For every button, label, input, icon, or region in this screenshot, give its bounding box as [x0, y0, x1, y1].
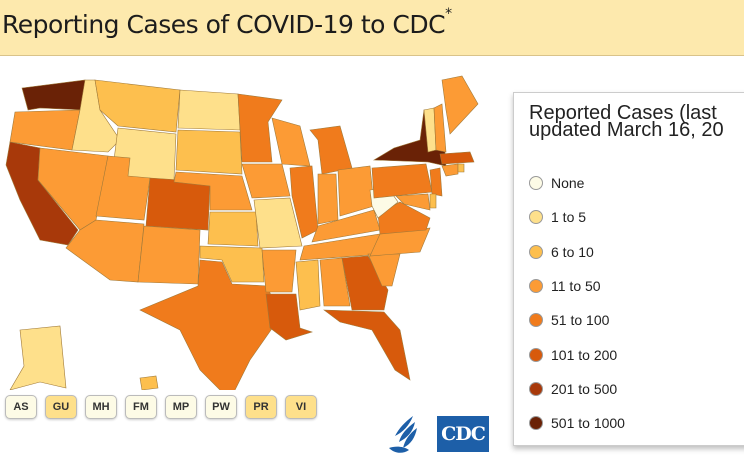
- legend-swatch: [529, 313, 543, 328]
- state-co[interactable]: [145, 177, 211, 231]
- territory-button-fm[interactable]: FM: [125, 395, 157, 419]
- state-wi[interactable]: [271, 117, 311, 167]
- legend-swatch: [529, 381, 543, 396]
- page-title-text: Reporting Cases of COVID-19 to CDC: [2, 10, 446, 39]
- state-fl[interactable]: [323, 309, 411, 381]
- state-ri[interactable]: [457, 163, 465, 173]
- territory-button-mh[interactable]: MH: [85, 395, 117, 419]
- legend-label: 51 to 100: [551, 312, 610, 329]
- state-ma[interactable]: [439, 151, 475, 165]
- state-ms[interactable]: [295, 259, 321, 311]
- state-md[interactable]: [395, 193, 431, 211]
- logos: CDC: [385, 412, 489, 456]
- legend-title-line2: updated March 16, 20: [529, 119, 724, 141]
- legend-label: 101 to 200: [551, 346, 618, 363]
- state-sd[interactable]: [175, 129, 243, 175]
- legend-panel: Reported Cases (last updated March 16, 2…: [513, 92, 744, 446]
- legend-item: 101 to 200: [529, 345, 617, 365]
- legend-item: 1 to 5: [529, 207, 586, 227]
- legend-label: None: [551, 175, 585, 191]
- territory-button-gu[interactable]: GU: [45, 395, 77, 419]
- state-oh[interactable]: [337, 165, 375, 217]
- territory-button-vi[interactable]: VI: [285, 395, 317, 419]
- page-header: Reporting Cases of COVID-19 to CDC*: [0, 0, 744, 56]
- legend-title: Reported Cases (last updated March 16, 2…: [529, 102, 724, 141]
- territory-button-pw[interactable]: PW: [205, 395, 237, 419]
- legend-swatch: [529, 210, 543, 225]
- legend-item: 51 to 100: [529, 310, 609, 330]
- state-nd[interactable]: [177, 89, 241, 131]
- state-al[interactable]: [319, 257, 351, 307]
- legend-label: 501 to 1000: [551, 415, 625, 432]
- cdc-logo: CDC: [437, 416, 489, 452]
- legend-label: 201 to 500: [551, 380, 618, 397]
- legend-label: 6 to 10: [551, 243, 594, 260]
- state-mo[interactable]: [253, 197, 303, 249]
- state-de[interactable]: [429, 193, 437, 209]
- state-ga[interactable]: [341, 255, 389, 311]
- state-ks[interactable]: [207, 211, 259, 247]
- state-ct[interactable]: [441, 163, 459, 177]
- territory-buttons: AS GU MH FM MP PW PR VI: [5, 395, 325, 419]
- state-ak[interactable]: [9, 325, 67, 390]
- state-il[interactable]: [289, 165, 319, 239]
- legend-title-line1: Reported Cases (last: [529, 102, 717, 124]
- legend-item: 11 to 50: [529, 276, 601, 296]
- legend-swatch: [529, 244, 543, 259]
- state-nh[interactable]: [433, 103, 447, 153]
- legend-swatch: [529, 176, 543, 190]
- hhs-eagle-icon: [389, 416, 417, 453]
- state-va[interactable]: [377, 201, 431, 235]
- territory-button-as[interactable]: AS: [5, 395, 37, 419]
- state-mn[interactable]: [237, 93, 283, 163]
- state-in[interactable]: [317, 173, 339, 225]
- state-la[interactable]: [265, 293, 313, 341]
- state-pa[interactable]: [371, 163, 433, 199]
- state-wa[interactable]: [21, 79, 86, 111]
- state-nj[interactable]: [429, 167, 443, 197]
- state-me[interactable]: [441, 75, 479, 135]
- territory-button-mp[interactable]: MP: [165, 395, 197, 419]
- legend-label: 11 to 50: [551, 277, 601, 294]
- state-ia[interactable]: [241, 163, 291, 199]
- legend-item: 201 to 500: [529, 379, 617, 399]
- legend-item: 501 to 1000: [529, 413, 625, 433]
- territory-button-pr[interactable]: PR: [245, 395, 277, 419]
- us-choropleth-map: [5, 75, 479, 390]
- state-tx[interactable]: [139, 259, 279, 390]
- legend-item: 6 to 10: [529, 242, 594, 262]
- state-az[interactable]: [65, 219, 145, 283]
- state-mt[interactable]: [94, 79, 181, 133]
- legend-swatch: [529, 416, 543, 431]
- state-ne[interactable]: [173, 171, 253, 211]
- legend-swatch: [529, 347, 543, 362]
- state-mi[interactable]: [309, 125, 353, 175]
- state-hi[interactable]: [139, 375, 159, 390]
- state-ar[interactable]: [261, 249, 297, 293]
- page-title: Reporting Cases of COVID-19 to CDC*: [2, 6, 452, 39]
- legend-swatch: [529, 278, 543, 293]
- legend-item: None: [529, 173, 584, 193]
- legend-label: 1 to 5: [551, 209, 587, 226]
- state-nm[interactable]: [137, 225, 201, 285]
- footnote-mark: *: [445, 6, 452, 22]
